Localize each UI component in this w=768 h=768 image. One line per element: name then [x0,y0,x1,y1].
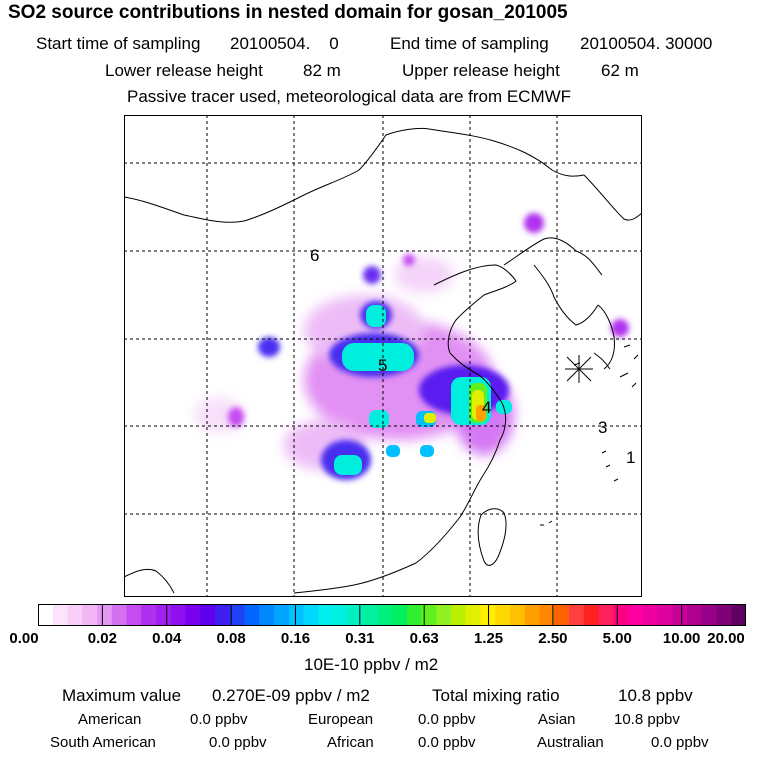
colorbar-border [38,604,746,626]
colorbar-tick-label: 10.00 [662,630,701,647]
colorbar-swatch [303,604,319,626]
colorbar-swatch [672,604,688,626]
start-time-label: Start time of sampling [36,34,201,53]
colorbar-swatch [392,604,408,626]
colorbar-swatch [583,604,599,626]
colorbar-swatch [170,604,186,626]
colorbar-swatch [554,604,570,626]
end-time-label: End time of sampling [390,34,549,53]
star-icon [565,355,593,383]
colorbar-swatch [333,604,349,626]
max-value-label: Maximum value [62,686,182,705]
site-label-5: 5 [378,356,387,375]
region-value: 10.8 ppbv [614,711,680,728]
colorbar-swatch [421,604,437,626]
colorbar-swatch [406,604,422,626]
map-frame [124,115,642,597]
colorbar-tick-label: 1.25 [473,630,504,647]
tracer-note: Passive tracer used, meteorological data… [127,87,572,106]
region-value: 0.0 ppbv [418,711,476,728]
colorbar-tick-label: 0.16 [280,630,311,647]
colorbar-swatch [687,604,703,626]
site-label-1: 1 [626,448,635,467]
colorbar-swatch [259,604,275,626]
colorbar-swatch [495,604,511,626]
colorbar-swatch [67,604,83,626]
site-label-4: 4 [482,398,491,417]
colorbar-tick-label: 0.08 [216,630,246,647]
colorbar-tick-label: 0.00 [9,630,39,647]
colorbar-tick-label: 5.00 [602,630,632,647]
colorbar-swatch [377,604,393,626]
colorbar-swatch [539,604,555,626]
chart-title: SO2 source contributions in nested domai… [8,2,568,23]
lower-release-value: 82 m [303,61,341,80]
colorbar-swatch [701,604,717,626]
colorbar-swatch [82,604,98,626]
colorbar-swatch [288,604,304,626]
colorbar-swatch [642,604,658,626]
region-name: European [308,711,374,728]
colorbar-swatch [229,604,245,626]
colorbar-swatch [451,604,467,626]
colorbar-swatch [156,604,172,626]
upper-release-value: 62 m [601,61,639,80]
site-label-6: 6 [310,246,319,265]
colorbar-swatch [215,604,231,626]
colorbar-tick-label: 2.50 [538,630,568,647]
colorbar-tick-label: 0.63 [409,630,439,647]
total-mixing-label: Total mixing ratio [432,686,560,705]
max-value: 0.270E-09 ppbv / m2 [212,686,370,705]
colorbar-swatch [52,604,68,626]
colorbar-swatch [38,604,54,626]
colorbar-swatch [657,604,673,626]
colorbar-swatch [244,604,260,626]
colorbar-tick-label: 20.00 [707,630,745,647]
colorbar-swatch [347,604,363,626]
colorbar-swatch [510,604,526,626]
region-name: African [327,734,374,751]
region-value: 0.0 ppbv [190,711,248,728]
colorbar-swatch [436,604,452,626]
region-name: Australian [537,734,604,751]
start-time-value: 20100504. 0 [230,34,339,53]
colorbar-tick-label: 0.04 [152,630,182,647]
colorbar-swatch [362,604,378,626]
region-value: 0.0 ppbv [418,734,476,751]
colorbar-swatch [97,604,113,626]
colorbar-tick-label: 0.02 [87,630,117,647]
colorbar-tick-label: 0.31 [345,630,375,647]
lat-lon-grid [124,115,642,597]
colorbar-unit-label: 10E-10 ppbv / m2 [304,655,439,674]
colorbar-swatch [318,604,334,626]
colorbar-swatch [111,604,127,626]
region-name: American [78,711,142,728]
total-mixing-value: 10.8 ppbv [618,686,693,705]
coastlines [124,127,642,594]
region-name: South American [50,734,156,751]
colorbar-swatch [569,604,585,626]
region-name: Asian [538,711,576,728]
concentration-field [194,213,629,480]
colorbar-swatch [628,604,644,626]
colorbar-swatch [126,604,142,626]
upper-release-label: Upper release height [402,61,560,80]
colorbar-swatch [185,604,201,626]
lower-release-label: Lower release height [105,61,263,80]
region-value: 0.0 ppbv [209,734,267,751]
colorbar-swatch [465,604,481,626]
colorbar-swatch [598,604,614,626]
colorbar-swatch [524,604,540,626]
colorbar [38,604,746,626]
site-label-3: 3 [598,418,607,437]
colorbar-swatch [141,604,157,626]
colorbar-swatch [716,604,732,626]
colorbar-swatch [731,604,746,626]
region-value: 0.0 ppbv [651,734,709,751]
colorbar-swatch [200,604,216,626]
map-panel: 1 3 4 5 6 [124,115,642,597]
end-time-value: 20100504. 30000 [580,34,713,53]
colorbar-swatch [274,604,290,626]
colorbar-swatch [613,604,629,626]
